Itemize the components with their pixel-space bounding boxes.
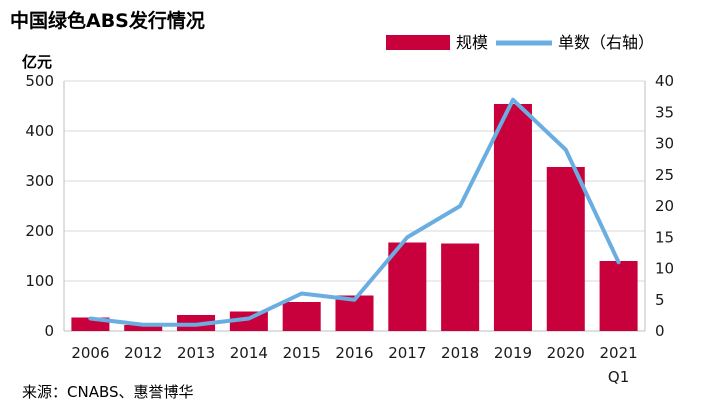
x-tick: 2013 [177,344,215,362]
y-right-tick: 0 [655,322,665,340]
y-left-tick: 500 [25,72,54,90]
bar-2014 [229,311,268,331]
x-tick: 2019 [494,344,532,362]
bar-2017 [388,242,427,331]
line-point-2020 [564,148,568,152]
y-left-tick: 300 [25,172,54,190]
y-right-tick: 40 [655,72,674,90]
x-tick: 2012 [124,344,162,362]
y-axis-left-label: 亿元 [22,53,52,71]
bar-2020 [546,167,585,331]
line-point-2021 [617,260,621,264]
line-point-2013 [194,323,198,327]
legend-label-bar: 规模 [456,33,488,52]
y-left-tick: 0 [44,322,54,340]
legend-swatch-bar [386,35,450,50]
bar-2012 [124,325,163,331]
x-tick: 2015 [283,344,321,362]
y-axis-right-ticks: 0 5 10 15 20 25 30 35 40 [655,72,674,340]
y-right-tick: 20 [655,197,674,215]
x-tick: 2016 [335,344,373,362]
x-axis-ticks: 2006 2012 2013 2014 2015 2016 2017 2018 2019 2020… [71,344,637,386]
bar-2021 [599,261,638,331]
x-tick-sub: Q1 [608,368,629,386]
y-left-tick: 200 [25,222,54,240]
x-tick: 2021 [599,344,637,362]
line-point-2015 [300,292,304,295]
y-right-tick: 15 [655,228,674,246]
line-point-2016 [353,298,356,302]
y-left-tick: 400 [25,122,54,140]
y-right-tick: 35 [655,103,674,121]
line-point-2018 [458,204,462,208]
y-right-tick: 30 [655,135,674,153]
y-right-tick: 5 [655,291,665,309]
source-note: 来源：CNABS、惠誉博华 [22,383,194,401]
bar-2018 [441,243,480,331]
bar-2015 [282,302,321,331]
y-axis-left-ticks: 0 100 200 300 400 500 [25,72,54,340]
chart-title: 中国绿色ABS发行情况 [10,9,205,32]
x-tick: 2018 [441,344,479,362]
bar-2019 [493,104,532,331]
line-series [88,97,621,327]
line-point-2014 [247,317,251,320]
x-tick: 2020 [547,344,585,362]
line-point-2012 [141,323,145,327]
line-path [88,97,621,327]
x-tick: 2017 [388,344,426,362]
y-right-tick: 10 [655,260,674,278]
x-tick: 2006 [71,344,109,362]
line-point-2019 [511,98,515,102]
legend-label-line: 单数（右轴） [558,33,654,52]
line-point-2017 [405,235,409,239]
bar-series [71,104,638,331]
line-point-2006 [88,317,92,320]
legend: 规模 单数（右轴） [386,33,654,52]
y-right-tick: 25 [655,166,674,184]
y-left-tick: 100 [25,272,54,290]
x-tick: 2014 [230,344,268,362]
